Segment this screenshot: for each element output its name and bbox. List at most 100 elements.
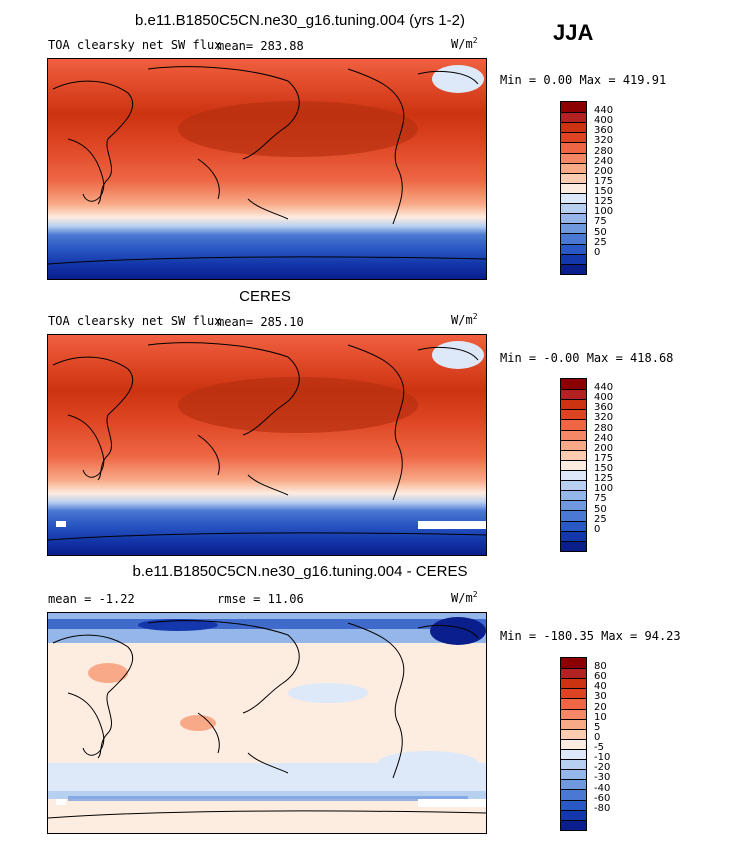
colorbar-segment (561, 449, 586, 460)
colorbar-tick-label: 400 (594, 392, 614, 404)
colorbar-segment (561, 510, 586, 521)
colorbar-tick-label: -80 (594, 802, 611, 814)
colorbar-segment (561, 698, 586, 709)
panel3-mean-label: mean = -1.22 (48, 592, 135, 606)
colorbar-tick-label: 30 (594, 691, 607, 703)
colorbar-segment (561, 213, 586, 224)
colorbar-segment (561, 419, 586, 430)
colorbar-tick-label: 200 (594, 442, 614, 454)
colorbar-tick-label: 0 (594, 246, 601, 258)
colorbar-tick-label: 0 (594, 523, 601, 535)
colorbar-tick-label: 200 (594, 165, 614, 177)
colorbar-tick-label: -40 (594, 782, 611, 794)
colorbar-segment (561, 142, 586, 153)
colorbar-tick-label: 0 (594, 731, 601, 743)
colorbar-tick-label: -5 (594, 742, 604, 754)
colorbar-tick-label: 360 (594, 402, 614, 414)
panel1-units: W/m2 (451, 36, 478, 51)
colorbar-tick-label: 75 (594, 493, 607, 505)
colorbar-segment (561, 192, 586, 204)
colorbar-segment (561, 769, 586, 780)
colorbar-segment (561, 490, 586, 501)
colorbar-tick-label: 150 (594, 463, 614, 475)
colorbar-segment (561, 668, 586, 679)
colorbar-segment (561, 243, 586, 254)
colorbar-tick-label: 80 (594, 661, 607, 673)
colorbar-segment (561, 459, 586, 470)
colorbar-tick-label: 400 (594, 115, 614, 127)
colorbar-tick-label: -30 (594, 772, 611, 784)
colorbar-tick-label: 125 (594, 196, 614, 208)
colorbar-tick-label: 100 (594, 206, 614, 218)
colorbar-segment (561, 182, 586, 193)
panel2-units: W/m2 (451, 312, 478, 327)
colorbar-segment (561, 379, 586, 390)
colorbar-tick-label: 40 (594, 681, 607, 693)
colorbar-segment (561, 799, 586, 810)
colorbar-segment (561, 389, 586, 400)
colorbar-segment (561, 759, 586, 770)
colorbar-segment (561, 162, 586, 173)
colorbar-tick-label: 175 (594, 452, 614, 464)
colorbar-tick-label: 50 (594, 226, 607, 238)
panel3-rmse-label: rmse = 11.06 (217, 592, 304, 606)
colorbar-segment (561, 738, 586, 749)
colorbar-segment (561, 429, 586, 440)
panel2-colorbar (560, 378, 587, 552)
panel2-title: CERES (239, 288, 291, 305)
season-label: JJA (553, 20, 594, 45)
panel3-colorbar-ticks: 80 60 40 30 20 10 5 0 -5 -10 -20 -30 -40 -60 -80 (594, 657, 634, 829)
colorbar-segment (561, 122, 586, 133)
colorbar-tick-label: 440 (594, 105, 614, 117)
colorbar-tick-label: 75 (594, 216, 607, 228)
colorbar-segment (561, 789, 586, 800)
panel3-title: b.e11.B1850C5CN.ne30_g16.tuning.004 - CE… (132, 563, 468, 580)
colorbar-tick-label: 440 (594, 382, 614, 394)
panel2-colorbar-ticks: 440 400 360 320 280 240 200 175 150 125 100 75 50 25 0 (594, 378, 634, 550)
colorbar-segment (561, 263, 586, 274)
colorbar-tick-label: 125 (594, 473, 614, 485)
colorbar-tick-label: -60 (594, 792, 611, 804)
panel1-colorbar (560, 101, 587, 275)
colorbar-tick-label: 320 (594, 135, 614, 147)
colorbar-segment (561, 253, 586, 264)
panel3-map (47, 612, 487, 834)
panel2-map-field (48, 335, 486, 555)
panel3-map-field (48, 613, 486, 833)
colorbar-tick-label: 10 (594, 711, 607, 723)
colorbar-segment (561, 520, 586, 531)
colorbar-segment (561, 748, 586, 760)
panel1-colorbar-ticks: 440 400 360 320 280 240 200 175 150 125 100 75 50 25 0 (594, 101, 634, 273)
colorbar-segment (561, 678, 586, 689)
colorbar-segment (561, 708, 586, 719)
colorbar-tick-label: 25 (594, 513, 607, 525)
panel2-mean-label: mean= 285.10 (217, 315, 304, 329)
colorbar-tick-label: 150 (594, 186, 614, 198)
panel3-colorbar (560, 657, 587, 831)
colorbar-tick-label: 280 (594, 145, 614, 157)
panel3-units: W/m2 (451, 590, 478, 605)
panel1-title: b.e11.B1850C5CN.ne30_g16.tuning.004 (yrs… (135, 12, 465, 29)
colorbar-segment (561, 658, 586, 669)
colorbar-segment (561, 409, 586, 420)
panel3-minmax: Min = -180.35 Max = 94.23 (500, 629, 681, 643)
colorbar-tick-label: -20 (594, 762, 611, 774)
colorbar-tick-label: 60 (594, 671, 607, 683)
colorbar-segment (561, 718, 586, 729)
colorbar-segment (561, 469, 586, 481)
panel1-map-field (48, 59, 486, 279)
colorbar-segment (561, 728, 586, 739)
colorbar-tick-label: 175 (594, 175, 614, 187)
colorbar-tick-label: 5 (594, 721, 601, 733)
panel1-minmax: Min = 0.00 Max = 419.91 (500, 73, 667, 87)
colorbar-segment (561, 112, 586, 123)
panel2-variable-label: TOA clearsky net SW flux (48, 314, 222, 328)
colorbar-segment (561, 102, 586, 113)
colorbar-segment (561, 819, 586, 830)
colorbar-tick-label: 240 (594, 432, 614, 444)
colorbar-segment (561, 203, 586, 214)
panel2-minmax: Min = -0.00 Max = 418.68 (500, 351, 674, 365)
colorbar-tick-label: 240 (594, 155, 614, 167)
panel1-variable-label: TOA clearsky net SW flux (48, 38, 222, 52)
colorbar-segment (561, 688, 586, 699)
